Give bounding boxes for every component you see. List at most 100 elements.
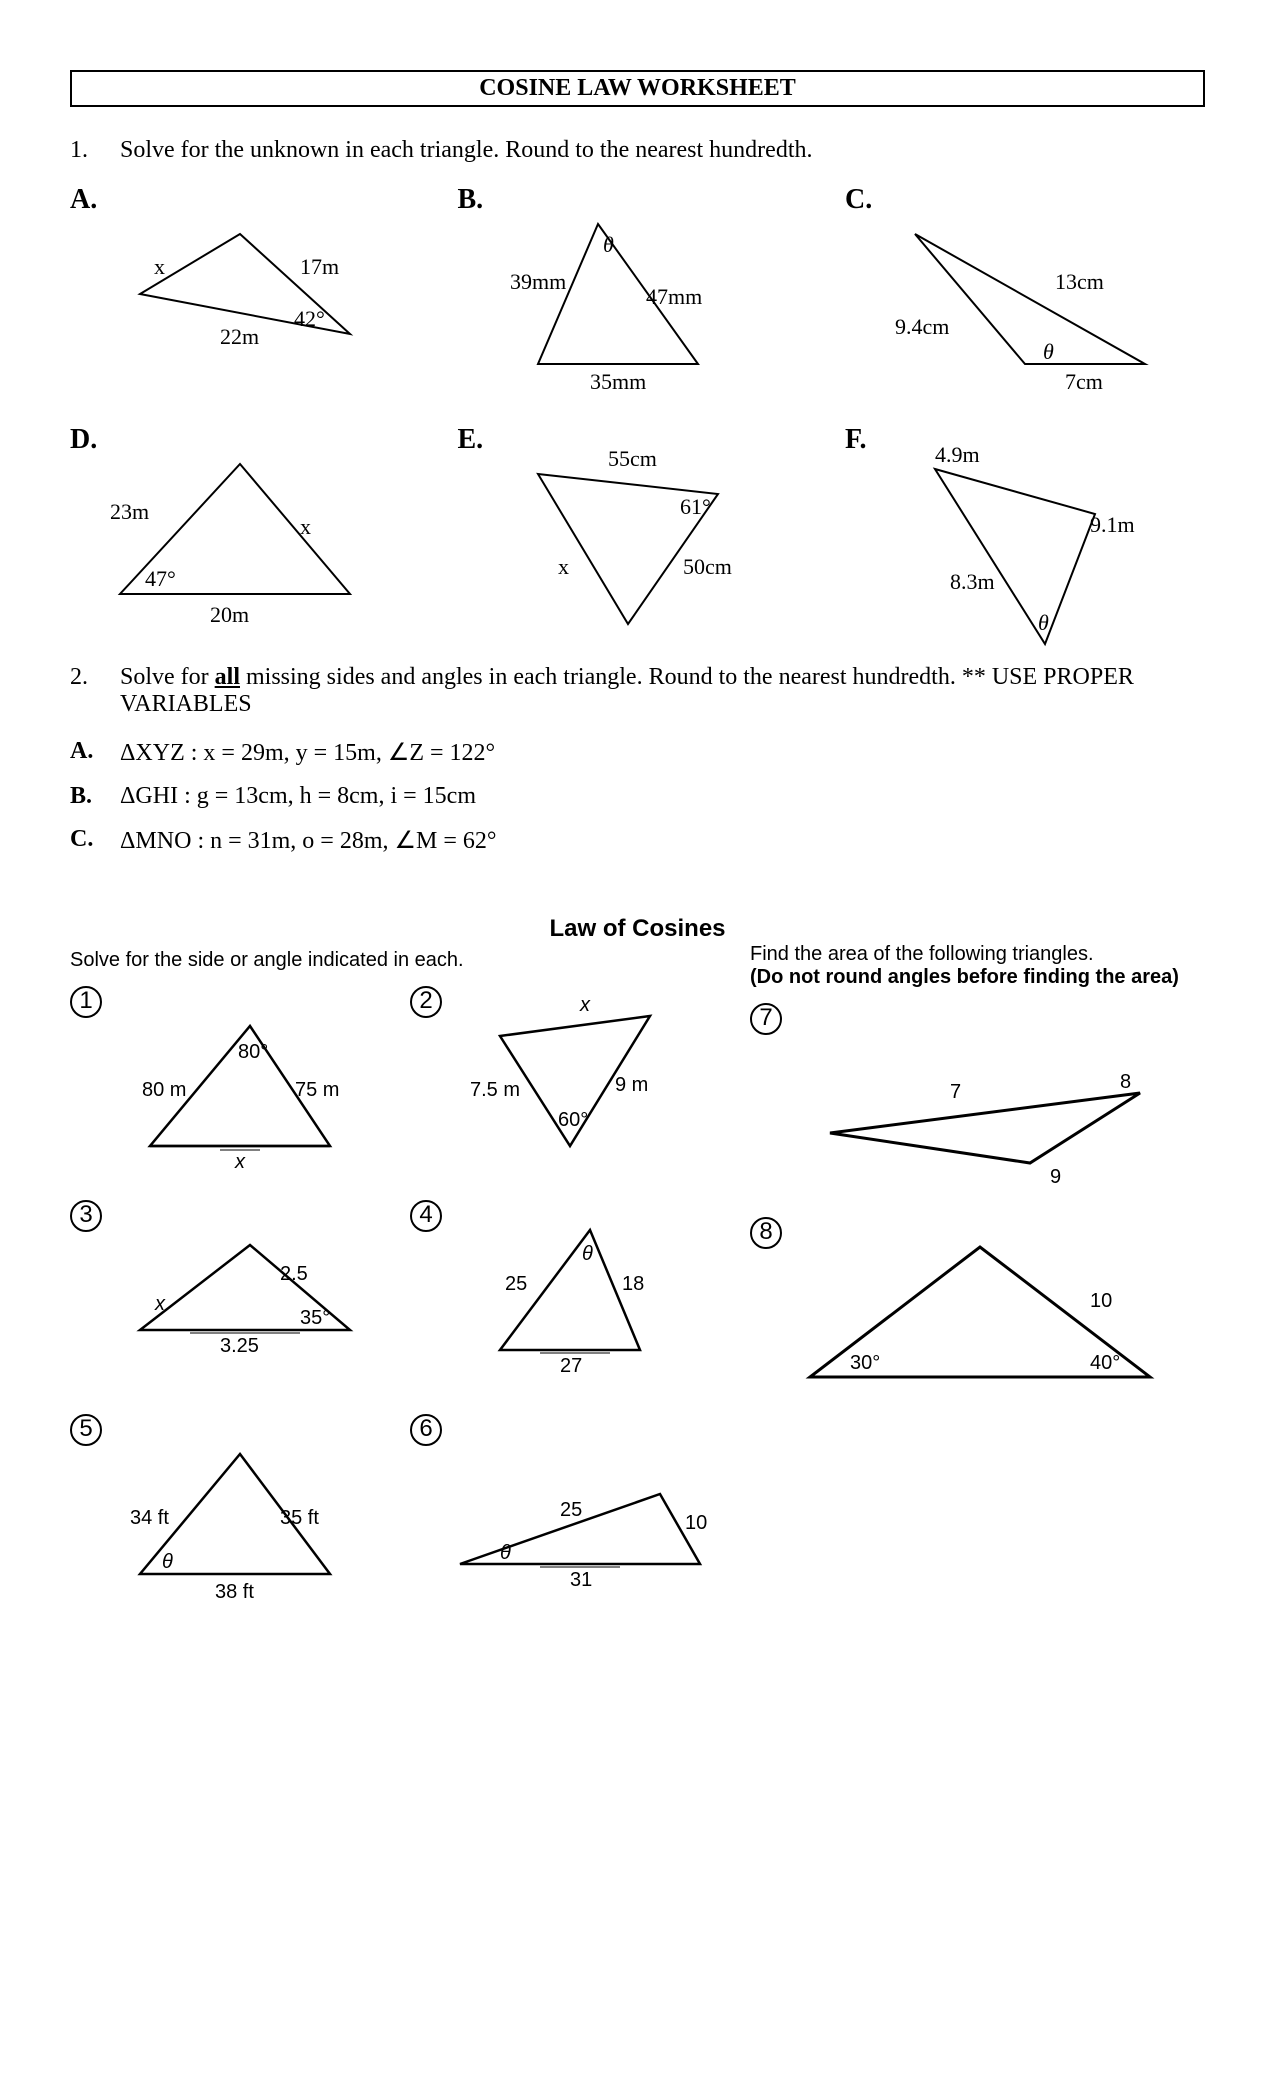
q2-text: Solve for all missing sides and angles i… bbox=[120, 664, 1205, 718]
sec2-right-prompt2: (Do not round angles before finding the … bbox=[750, 966, 1205, 989]
problem-2: 2 x 7.5 m 60° 9 m bbox=[410, 986, 750, 1186]
triangle-A: A. x 17m 42° 22m bbox=[70, 184, 430, 414]
p6-10: 10 bbox=[685, 1512, 707, 1534]
circ-row-12: 1 80 m 80° 75 m x 2 x 7.5 m 60° bbox=[70, 986, 750, 1186]
p3-x: x bbox=[154, 1293, 166, 1315]
A-42: 42° bbox=[294, 306, 325, 331]
q2-A: A. ΔXYZ : x = 29m, y = 15m, ∠Z = 122° bbox=[70, 738, 1205, 767]
F-8.3: 8.3m bbox=[950, 569, 995, 594]
label-D: D. bbox=[70, 424, 97, 456]
B-theta: θ bbox=[603, 232, 614, 257]
B-39: 39mm bbox=[510, 269, 566, 294]
circ-row-34: 3 x 2.5 35° 3.25 4 25 θ 18 27 bbox=[70, 1200, 750, 1400]
q2-C: C. ΔMNO : n = 31m, o = 28m, ∠M = 62° bbox=[70, 826, 1205, 855]
triangle-F: F. 4.9m 9.1m 8.3m θ bbox=[845, 424, 1205, 654]
C-left: 9.4cm bbox=[895, 314, 949, 339]
q2-textA: Solve for bbox=[120, 664, 215, 690]
D-23: 23m bbox=[110, 499, 149, 524]
question-1: 1. Solve for the unknown in each triangl… bbox=[70, 137, 1205, 164]
problem-7: 7 7 8 9 bbox=[750, 1003, 1190, 1203]
q2-B: B. ΔGHI : g = 13cm, h = 8cm, i = 15cm bbox=[70, 783, 1205, 810]
p1-80: 80° bbox=[238, 1041, 268, 1063]
circ-row-56: 5 34 ft 35 ft θ 38 ft 6 25 10 θ 31 bbox=[70, 1414, 750, 1614]
circ-row-7: 7 7 8 9 bbox=[750, 1003, 1205, 1203]
sec2-title: Law of Cosines bbox=[70, 915, 1205, 943]
q2-C-label: C. bbox=[70, 826, 120, 855]
sec2-left-col: Solve for the side or angle indicated in… bbox=[70, 943, 750, 1614]
F-9.1: 9.1m bbox=[1090, 512, 1135, 537]
q2-A-text: ΔXYZ : x = 29m, y = 15m, ∠Z = 122° bbox=[120, 738, 1205, 767]
D-20: 20m bbox=[210, 602, 249, 627]
p2-x: x bbox=[579, 994, 591, 1016]
problem-5: 5 34 ft 35 ft θ 38 ft bbox=[70, 1414, 410, 1614]
p8-30: 30° bbox=[850, 1352, 880, 1374]
sec2-left-prompt: Solve for the side or angle indicated in… bbox=[70, 949, 750, 972]
q2-textB: missing sides and angles in each triangl… bbox=[120, 664, 1134, 717]
q2-all: all bbox=[215, 664, 240, 690]
B-35: 35mm bbox=[590, 369, 646, 394]
p4-th: θ bbox=[582, 1243, 593, 1265]
problem-1: 1 80 m 80° 75 m x bbox=[70, 986, 410, 1186]
p8-10: 10 bbox=[1090, 1290, 1112, 1312]
label-B: B. bbox=[458, 184, 484, 216]
sec2-right-prompt1: Find the area of the following triangles… bbox=[750, 943, 1205, 966]
q2-C-text: ΔMNO : n = 31m, o = 28m, ∠M = 62° bbox=[120, 826, 1205, 855]
problem-3: 3 x 2.5 35° 3.25 bbox=[70, 1200, 410, 1400]
circ-6: 6 bbox=[410, 1414, 442, 1446]
p2-7.5: 7.5 m bbox=[470, 1079, 520, 1101]
D-47: 47° bbox=[145, 566, 176, 591]
p6-th: θ bbox=[500, 1542, 511, 1564]
problem-4: 4 25 θ 18 27 bbox=[410, 1200, 750, 1400]
p8-40: 40° bbox=[1090, 1352, 1120, 1374]
E-x: x bbox=[558, 554, 569, 579]
sec2-columns: Solve for the side or angle indicated in… bbox=[70, 943, 1205, 1614]
label-E: E. bbox=[458, 424, 484, 456]
B-47: 47mm bbox=[646, 284, 702, 309]
A-17m: 17m bbox=[300, 254, 339, 279]
p3-2.5: 2.5 bbox=[280, 1263, 308, 1285]
circ-row-8: 8 10 30° 40° bbox=[750, 1217, 1205, 1417]
F-theta: θ bbox=[1038, 610, 1049, 635]
p6-25: 25 bbox=[560, 1499, 582, 1521]
D-x: x bbox=[300, 514, 311, 539]
q2-B-text: ΔGHI : g = 13cm, h = 8cm, i = 15cm bbox=[120, 783, 1205, 810]
E-55: 55cm bbox=[608, 446, 657, 471]
p6-31: 31 bbox=[570, 1569, 592, 1591]
p1-80m: 80 m bbox=[142, 1079, 186, 1101]
circ-4: 4 bbox=[410, 1200, 442, 1232]
circ-1: 1 bbox=[70, 986, 102, 1018]
p5-th: θ bbox=[162, 1551, 173, 1573]
p4-27: 27 bbox=[560, 1355, 582, 1377]
label-F: F. bbox=[845, 424, 867, 456]
F-4.9: 4.9m bbox=[935, 442, 980, 467]
p2-9: 9 m bbox=[615, 1074, 648, 1096]
p5-38: 38 ft bbox=[215, 1581, 254, 1603]
circ-3: 3 bbox=[70, 1200, 102, 1232]
circ-5: 5 bbox=[70, 1414, 102, 1446]
question-2: 2. Solve for all missing sides and angle… bbox=[70, 664, 1205, 718]
p7-7: 7 bbox=[950, 1081, 961, 1103]
p3-3.25: 3.25 bbox=[220, 1335, 259, 1357]
p7-8: 8 bbox=[1120, 1071, 1131, 1093]
q1-text: Solve for the unknown in each triangle. … bbox=[120, 137, 1205, 164]
p5-35: 35 ft bbox=[280, 1507, 319, 1529]
q1-number: 1. bbox=[70, 137, 120, 164]
q2-B-label: B. bbox=[70, 783, 120, 810]
p3-35: 35° bbox=[300, 1307, 330, 1329]
p4-18: 18 bbox=[622, 1273, 644, 1295]
problem-6: 6 25 10 θ 31 bbox=[410, 1414, 750, 1614]
triangle-row-1: A. x 17m 42° 22m B. θ 39mm 47mm 35mm C. … bbox=[70, 184, 1205, 414]
C-13: 13cm bbox=[1055, 269, 1104, 294]
E-50: 50cm bbox=[683, 554, 732, 579]
p4-25: 25 bbox=[505, 1273, 527, 1295]
p7-9: 9 bbox=[1050, 1166, 1061, 1188]
label-C: C. bbox=[845, 184, 872, 216]
label-A: A. bbox=[70, 184, 97, 216]
A-22m: 22m bbox=[220, 324, 259, 349]
circ-7: 7 bbox=[750, 1003, 782, 1035]
circ-8: 8 bbox=[750, 1217, 782, 1249]
E-61: 61° bbox=[680, 494, 711, 519]
C-7: 7cm bbox=[1065, 369, 1103, 394]
A-x: x bbox=[154, 254, 165, 279]
worksheet-title: COSINE LAW WORKSHEET bbox=[70, 70, 1205, 107]
